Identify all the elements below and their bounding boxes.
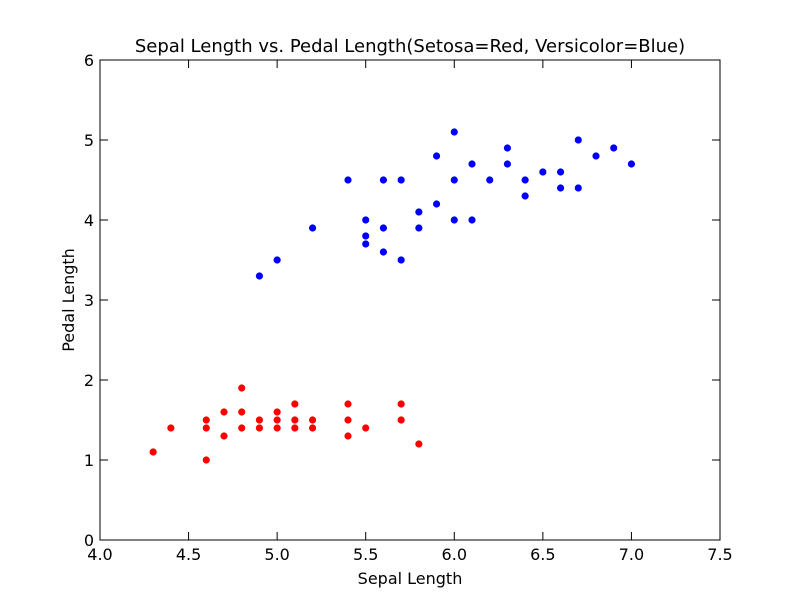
data-point-s0-12: [273, 424, 281, 432]
data-point-s0-14: [273, 408, 281, 416]
data-point-s0-18: [308, 424, 317, 432]
data-point-s0-23: [362, 424, 370, 432]
data-point-s0-2: [202, 456, 210, 464]
x-tick-label-4: 6.0: [442, 545, 467, 564]
x-tick-label-6: 7.0: [619, 545, 644, 564]
data-point-s0-0: [149, 448, 157, 456]
data-point-s0-25: [397, 400, 405, 408]
data-point-s0-15: [291, 424, 299, 432]
data-point-s1-12: [415, 224, 423, 232]
data-point-s0-9: [238, 384, 246, 392]
y-tick-label-0: 0: [84, 531, 94, 550]
data-point-s1-25: [521, 176, 529, 184]
data-point-s1-21: [486, 176, 494, 184]
y-tick-label-4: 4: [84, 211, 94, 230]
data-point-s0-11: [255, 416, 264, 424]
y-tick-label-3: 3: [84, 291, 94, 310]
data-point-s0-16: [291, 416, 299, 424]
data-point-s0-17: [291, 400, 299, 408]
y-axis-label: Pedal Length: [59, 248, 78, 352]
data-point-s1-4: [362, 240, 370, 248]
data-point-s0-3: [202, 424, 210, 432]
data-point-s0-1: [167, 424, 175, 432]
data-point-s1-5: [362, 232, 370, 240]
data-point-s0-6: [220, 408, 228, 416]
data-point-s1-28: [556, 168, 565, 176]
data-point-s0-19: [308, 416, 317, 424]
data-point-s0-20: [344, 432, 352, 440]
chart-title: Sepal Length vs. Pedal Length(Setosa=Red…: [135, 36, 685, 57]
data-point-s0-22: [344, 400, 352, 408]
x-axis-label: Sepal Length: [358, 569, 463, 588]
data-point-s1-24: [521, 192, 529, 200]
x-tick-label-2: 5.0: [264, 545, 289, 564]
axis-ticks: 4.0 4.5 5.0 5.5 6.0 6.5 7.0 7.5 0 1 2 3 4 5 6: [84, 51, 733, 564]
x-tick-label-5: 6.5: [530, 545, 555, 564]
data-point-s1-19: [468, 216, 476, 224]
data-point-s1-8: [379, 224, 388, 232]
x-tick-label-7: 7.5: [707, 545, 732, 564]
data-point-s1-13: [415, 208, 423, 216]
data-point-s1-29: [574, 184, 582, 192]
x-tick-label-1: 4.5: [176, 545, 201, 564]
y-tick-label-1: 1: [84, 451, 94, 470]
data-point-s1-6: [362, 216, 370, 224]
data-points: [149, 128, 636, 464]
data-point-s1-16: [450, 216, 458, 224]
data-point-s1-9: [379, 176, 388, 184]
data-point-s1-22: [503, 160, 512, 168]
data-point-s0-24: [397, 416, 405, 424]
data-point-s1-31: [592, 152, 600, 160]
data-point-s1-11: [397, 176, 405, 184]
data-point-s1-15: [432, 152, 441, 160]
data-point-s0-21: [344, 416, 352, 424]
plot-frame: [99, 59, 721, 541]
data-point-s1-0: [255, 272, 264, 280]
data-point-s1-30: [574, 136, 582, 144]
data-point-s1-23: [503, 144, 512, 152]
data-point-s0-13: [273, 416, 281, 424]
data-point-s1-18: [450, 128, 458, 136]
data-point-s0-5: [220, 432, 228, 440]
data-point-s1-7: [379, 248, 388, 256]
data-point-s1-33: [627, 160, 636, 168]
data-point-s1-3: [344, 176, 352, 184]
y-tick-label-6: 6: [84, 51, 94, 70]
data-point-s1-26: [539, 168, 547, 176]
data-point-s0-8: [238, 408, 246, 416]
data-point-s0-10: [255, 424, 264, 432]
data-point-s1-1: [273, 256, 281, 264]
data-point-s1-27: [556, 184, 565, 192]
data-point-s0-4: [202, 416, 210, 424]
data-point-s1-20: [468, 160, 476, 168]
data-point-s1-14: [432, 200, 441, 208]
x-tick-label-0: 4.0: [87, 545, 112, 564]
data-point-s1-10: [397, 256, 405, 264]
data-point-s1-2: [308, 224, 317, 232]
data-point-s0-7: [238, 424, 246, 432]
data-point-s1-32: [610, 144, 618, 152]
y-tick-label-2: 2: [84, 371, 94, 390]
y-tick-label-5: 5: [84, 131, 94, 150]
data-point-s0-26: [415, 440, 423, 448]
x-tick-label-3: 5.5: [353, 545, 378, 564]
data-point-s1-17: [450, 176, 458, 184]
